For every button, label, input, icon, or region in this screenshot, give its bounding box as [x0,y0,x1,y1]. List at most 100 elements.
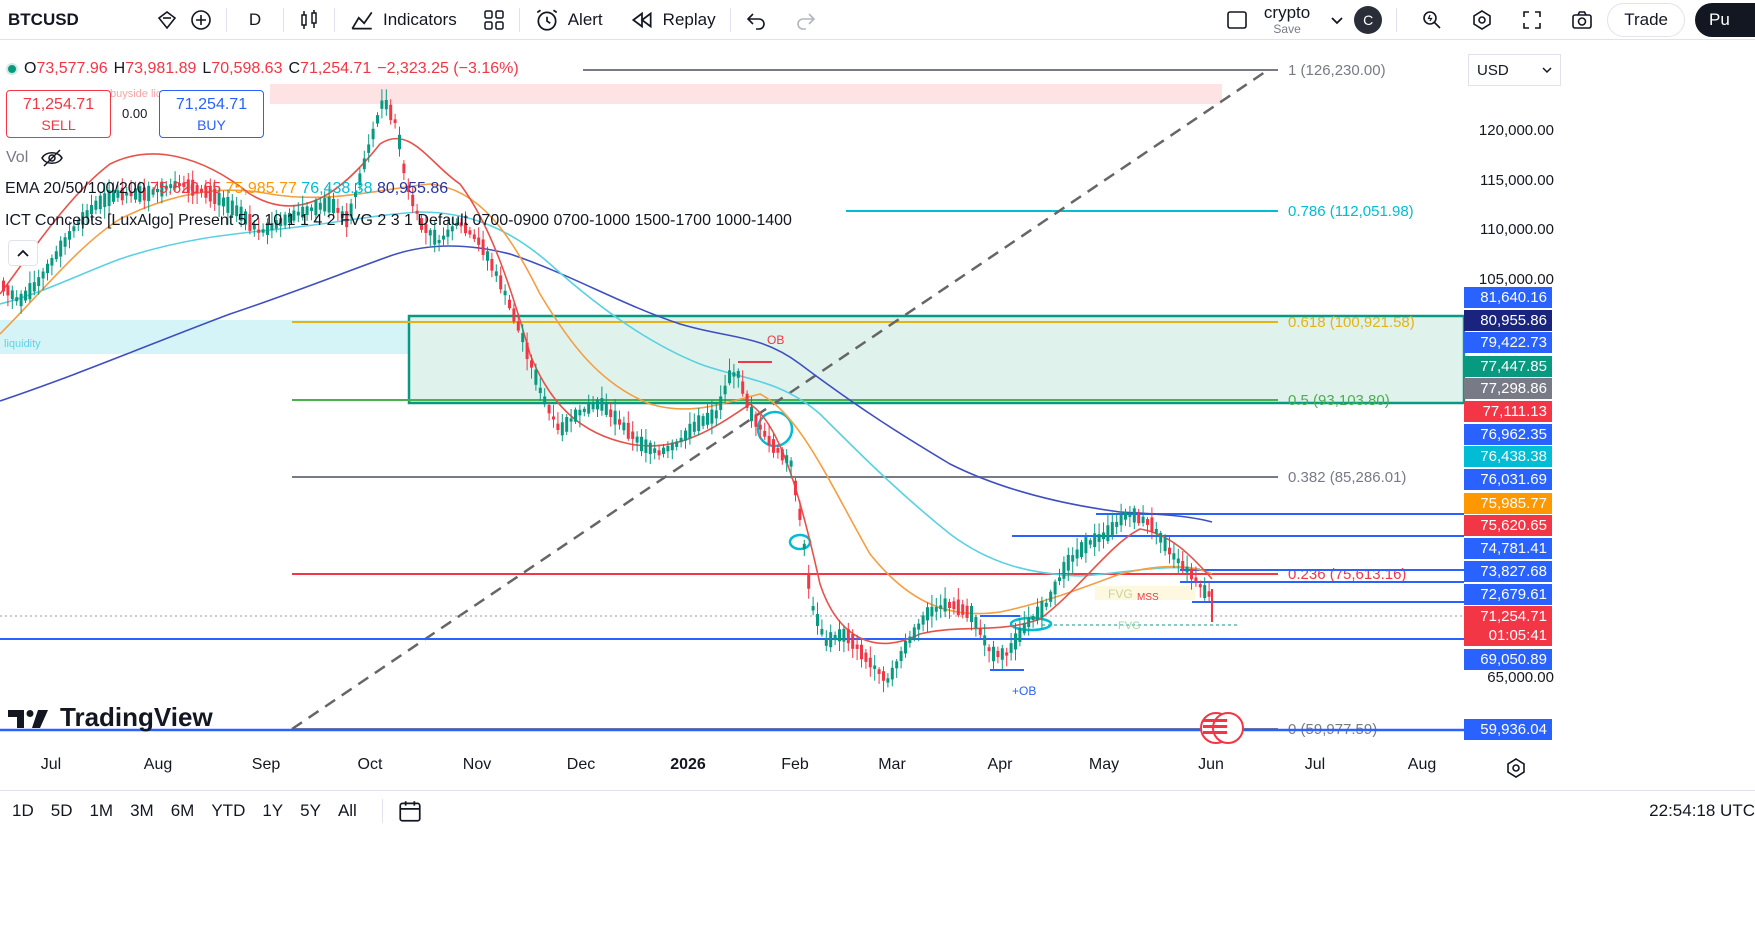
range-ytd-button[interactable]: YTD [211,800,246,820]
candle-body [877,669,881,674]
collapse-legend-button[interactable] [8,240,38,266]
replay-button[interactable]: Replay [623,0,722,40]
candle-body [1203,585,1207,599]
candle-body [178,183,181,187]
range-6m-button[interactable]: 6M [170,800,195,820]
fib-label-1: 1 (126,230.00) [1288,62,1386,79]
candle-body [547,405,551,414]
quick-search-icon[interactable] [1415,3,1449,37]
candle-body [332,198,335,214]
templates-icon[interactable] [477,3,511,37]
time-axis[interactable]: Jul Aug Sep Oct Nov Dec 2026 Feb Mar Apr… [0,752,1755,784]
time-label: Mar [878,756,906,773]
price-chart[interactable]: buyside liqu liquidity 1 (126,230.00) 0.… [0,44,1755,784]
trade-button[interactable]: Trade [1607,2,1685,37]
candle-body [327,197,331,213]
candle-body [767,435,771,445]
fib-label-0382: 0.382 (85,286.01) [1288,469,1406,486]
price-tick: 115,000.00 [1480,172,1554,189]
range-1m-button[interactable]: 1M [89,800,114,820]
candle-body [120,187,124,201]
candle-body [371,128,375,140]
candle-body [182,182,186,188]
settings-icon[interactable] [1465,3,1499,37]
fib-label-0786: 0.786 (112,051.98) [1288,203,1414,220]
range-5y-button[interactable]: 5Y [300,800,321,820]
candle-body [490,258,494,271]
candle-body [1014,633,1017,650]
chart-pane[interactable]: buyside liqu liquidity 1 (126,230.00) 0.… [0,44,1755,784]
candle-body [503,290,507,296]
range-1d-button[interactable]: 1D [12,800,34,820]
mss-label: MSS [1137,592,1159,603]
candle-body [899,651,903,661]
ict-legend[interactable]: ICT Concepts [LuxAlgo] Present 5 2 10 1 … [5,212,792,230]
ema100-value: 76,438.38 [301,180,373,197]
chevron-down-icon[interactable] [1320,3,1354,37]
candle-body [596,399,599,410]
candle-body [789,460,793,467]
calendar-icon[interactable] [397,798,423,824]
fvg-zone [1095,586,1195,600]
undo-icon[interactable] [739,3,773,37]
candle-body [288,212,291,223]
price-tick: 120,000.00 [1478,122,1554,139]
add-symbol-icon[interactable] [184,3,218,37]
candle-body [72,226,76,232]
redo-icon[interactable] [789,3,823,37]
range-3m-button[interactable]: 3M [130,800,154,820]
candle-body [450,226,454,232]
tradingview-logo[interactable]: TradingView [8,702,213,733]
separator [381,798,383,823]
ohlc-close: C71,254.71 [288,60,371,78]
settings-icon[interactable] [1504,756,1528,780]
indicators-button[interactable]: Indicators [343,0,463,40]
candle-body [257,229,261,233]
ema-legend[interactable]: EMA 20/50/100/200 75,620.65 75,985.77 76… [5,180,448,198]
price-label: 74,781.41 [1464,538,1552,559]
currency-select[interactable]: USD [1468,54,1561,86]
candle-body [1176,558,1180,564]
candle-body [1185,566,1189,573]
candle-body [296,211,300,216]
candle-body [310,207,313,211]
eye-hidden-icon[interactable] [40,148,64,168]
order-block-box[interactable] [407,314,1466,405]
us-flag-icon[interactable] [1200,712,1244,744]
alert-button[interactable]: Alert [528,0,609,40]
avatar[interactable]: C [1354,5,1383,34]
interval-button[interactable]: D [235,0,275,40]
layout-name-button[interactable]: crypto Save [1264,4,1310,35]
candle-body [666,445,670,452]
buy-button[interactable]: 71,254.71 BUY [159,90,264,138]
range-5d-button[interactable]: 5D [50,800,73,820]
candle-body [1106,525,1110,542]
candle-body [406,185,410,192]
candle-body [340,211,344,219]
candle-body [41,271,45,279]
ict-label: ICT Concepts [LuxAlgo] Present 5 2 10 1 … [5,212,792,229]
price-label: 79,422.73 [1464,332,1552,353]
status-dot[interactable] [6,63,18,75]
volume-legend[interactable]: Vol [6,148,64,168]
candle-body [10,290,14,300]
range-all-button[interactable]: All [337,800,357,820]
publish-button[interactable]: Pu [1695,2,1755,37]
fullscreen-icon[interactable] [1515,3,1549,37]
utc-clock[interactable]: 22:54:18 UTC [1649,801,1755,820]
candle-body [468,230,472,235]
camera-icon[interactable] [1565,3,1599,37]
ema50-line [0,183,1213,615]
candle-body [776,448,780,453]
range-1y-button[interactable]: 1Y [262,800,284,820]
symbol-search[interactable]: BTCUSD [0,0,150,40]
candle-body [675,441,679,447]
indicators-label: Indicators [383,9,457,29]
time-label: 2026 [670,756,706,773]
candle-body [851,634,855,649]
layout-icon[interactable] [1220,3,1254,37]
fib-trendline[interactable] [291,70,1266,731]
compare-icon[interactable] [150,3,184,37]
candles-type-icon[interactable] [292,3,326,37]
sell-button[interactable]: 71,254.71 SELL [6,90,111,138]
